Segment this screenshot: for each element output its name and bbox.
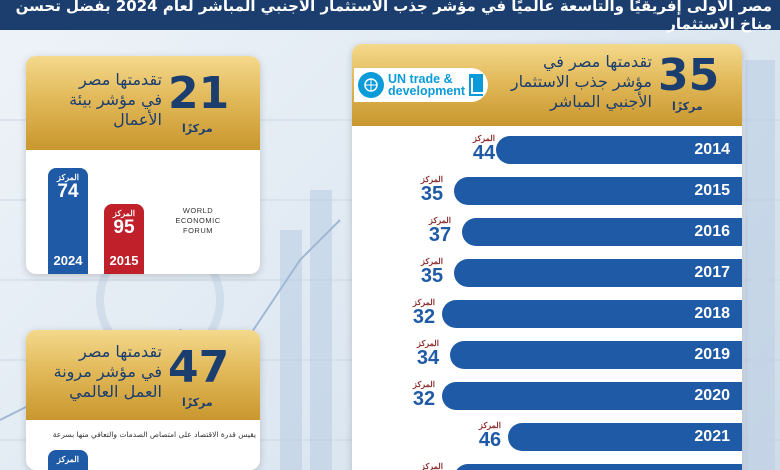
business-description: تقدمتها مصر في مؤشر بيئة الأعمال (38, 70, 162, 130)
fdi-rank-2016: المركز 37 (420, 216, 460, 245)
wef-line1: WORLD (182, 206, 214, 215)
fdi-description-line1: تقدمتها مصر في (542, 52, 652, 71)
fdi-description-line3: الأجنبي المباشر (549, 92, 652, 111)
fdi-row-2015: المركز 35 2015 (352, 175, 742, 205)
rank-label: المركز (479, 421, 501, 430)
rank-value: 34 (416, 347, 440, 369)
un-logo-text-line1: UN trade & (388, 72, 453, 86)
page-title: مصر الأولى إفريقيًا والتاسعة عالميًا في … (15, 0, 772, 33)
fdi-row-2017: المركز 35 2017 (352, 257, 742, 287)
business-number: 21 (168, 68, 230, 119)
rank-label: المركز (57, 173, 79, 182)
resilience-card-header: 47 مركزًا تقدمتها مصر في مؤشر مرونة العم… (26, 330, 260, 420)
resilience-description-line1: تقدمتها مصر (79, 342, 162, 361)
fdi-row-2018: المركز 32 2018 (352, 298, 742, 328)
fdi-description-line2: مؤشر جذب الاستثمار (510, 72, 652, 91)
fdi-rank-2021: المركز 46 (470, 421, 510, 450)
rank-label: المركز (413, 380, 435, 389)
un-logo-text-line2: development (388, 84, 466, 98)
resilience-description-line3: العمل العالمي (69, 382, 162, 401)
fdi-row-partial: المركز (352, 462, 742, 470)
fdi-rank-2017: المركز 35 (412, 257, 452, 286)
fdi-rank-2020: المركز 32 (404, 380, 444, 409)
business-environment-card: 21 مركزًا تقدمتها مصر في مؤشر بيئة الأعم… (26, 56, 260, 274)
year-label: 2024 (53, 253, 83, 268)
fdi-rank-2015: المركز 35 (412, 175, 452, 204)
fdi-number: 35 (658, 50, 720, 101)
unctad-flag-icon (469, 74, 484, 96)
year-label: 2015 (109, 253, 139, 268)
rank-value: 44 (472, 142, 496, 164)
rank-value: 37 (428, 224, 452, 246)
resilience-bar-partial: المركز (48, 450, 88, 470)
rank-label: المركز (413, 298, 435, 307)
business-description-line2: في مؤشر بيئة (69, 90, 162, 109)
rank-value: 74 (57, 181, 79, 202)
rank-label: المركز (57, 455, 79, 464)
rank-label: المركز (421, 462, 443, 470)
rank-label: المركز (473, 134, 495, 143)
year-bar: 2016 (462, 218, 742, 246)
wef-line3: FORUM (183, 226, 213, 235)
year-bar: 2015 (454, 177, 742, 205)
fdi-panel-header: 35 مركزًا تقدمتها مصر في مؤشر جذب الاستث… (352, 44, 742, 126)
fdi-rank-2019: المركز 34 (408, 339, 448, 368)
rank-label: المركز (429, 216, 451, 225)
fdi-description: تقدمتها مصر في مؤشر جذب الاستثمار الأجنب… (502, 52, 652, 112)
business-description-line3: الأعمال (113, 110, 162, 129)
rank-value: 35 (420, 265, 444, 287)
page-title-bar: مصر الأولى إفريقيًا والتاسعة عالميًا في … (0, 0, 780, 33)
year-bar: 2021 (508, 423, 742, 451)
fdi-row-2014: المركز 44 2014 (352, 134, 742, 164)
fdi-row-2020: المركز 32 2020 (352, 380, 742, 410)
rank-label: المركز (421, 175, 443, 184)
resilience-description-line2: في مؤشر مرونة (53, 362, 162, 381)
business-card-header: 21 مركزًا تقدمتها مصر في مؤشر بيئة الأعم… (26, 56, 260, 150)
year-bar: 2020 (442, 382, 742, 410)
rank-value: 95 (113, 217, 135, 238)
fdi-panel: 35 مركزًا تقدمتها مصر في مؤشر جذب الاستث… (352, 44, 742, 470)
un-trade-development-logo: UN trade & development (354, 68, 488, 102)
year-bar-partial (454, 464, 742, 470)
rank-label: المركز (113, 209, 135, 218)
rank-label: المركز (417, 339, 439, 348)
year-bar: 2014 (496, 136, 742, 164)
resilience-note: يقيس قدرة الاقتصاد على امتصاص الصدمات وا… (52, 430, 256, 439)
year-bar: 2017 (454, 259, 742, 287)
fdi-rank-2014: المركز 44 (464, 134, 504, 163)
rank-label: المركز (421, 257, 443, 266)
un-emblem-icon (358, 72, 384, 98)
fdi-row-2021: المركز 46 2021 (352, 421, 742, 451)
year-bar: 2019 (450, 341, 742, 369)
resilience-unit: مركزًا (182, 396, 213, 409)
world-economic-forum-logo: WORLD ECONOMIC FORUM (172, 206, 224, 236)
year-bar: 2018 (442, 300, 742, 328)
business-bar-2024: المركز 74 2024 (48, 168, 88, 274)
fdi-row-2019: المركز 34 2019 (352, 339, 742, 369)
rank-value: 46 (478, 429, 502, 451)
fdi-rank-partial: المركز (412, 462, 452, 470)
fdi-row-2016: المركز 37 2016 (352, 216, 742, 246)
resilience-description: تقدمتها مصر في مؤشر مرونة العمل العالمي (38, 342, 162, 402)
fdi-rank-2018: المركز 32 (404, 298, 444, 327)
business-unit: مركزًا (182, 122, 213, 135)
rank-value: 32 (412, 306, 436, 328)
fdi-unit: مركزًا (672, 100, 703, 113)
wef-line2: ECONOMIC (175, 216, 221, 225)
resilience-number: 47 (168, 342, 230, 393)
rank-value: 35 (420, 183, 444, 205)
labor-resilience-card: 47 مركزًا تقدمتها مصر في مؤشر مرونة العم… (26, 330, 260, 470)
un-logo-text: UN trade & development (388, 72, 466, 98)
rank-value: 32 (412, 388, 436, 410)
business-bar-2015: المركز 95 2015 (104, 204, 144, 274)
business-description-line1: تقدمتها مصر (79, 70, 162, 89)
